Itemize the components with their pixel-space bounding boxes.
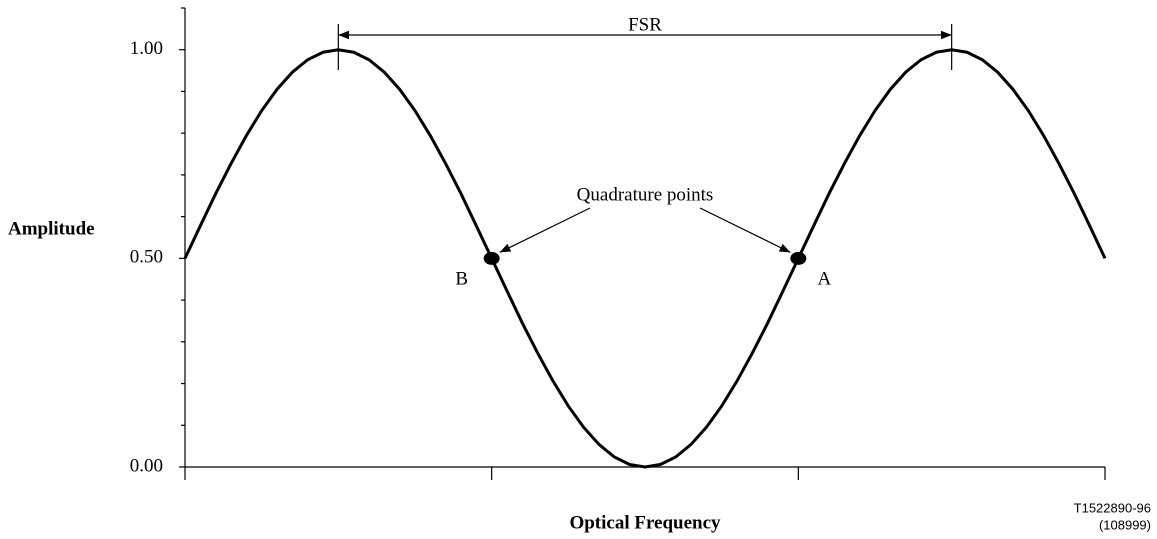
y-tick-label: 1.00 — [130, 38, 163, 59]
y-axis-label: Amplitude — [8, 218, 95, 239]
x-axis-label: Optical Frequency — [569, 512, 721, 533]
quadrature-point — [790, 251, 807, 265]
annotation: Quadrature points — [577, 184, 714, 205]
figure-code: T1522890-96 — [1074, 500, 1151, 515]
annotation-arrow — [499, 207, 591, 253]
y-tick-label: 0.00 — [130, 455, 163, 476]
fsr-label: FSR — [628, 14, 662, 35]
point-label: B — [455, 269, 468, 290]
y-tick-label: 0.50 — [130, 247, 163, 268]
point-label: A — [817, 269, 831, 290]
curve — [183, 48, 1107, 469]
figure-code: (108999) — [1099, 517, 1151, 532]
annotation-arrow — [699, 207, 791, 253]
quadrature-point — [483, 251, 500, 265]
